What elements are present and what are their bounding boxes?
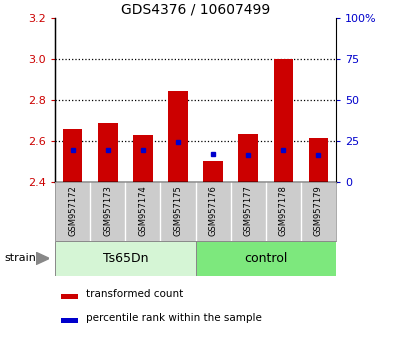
- Text: GSM957179: GSM957179: [314, 185, 323, 236]
- Text: GSM957177: GSM957177: [244, 185, 253, 236]
- Text: GSM957174: GSM957174: [138, 185, 147, 236]
- Text: transformed count: transformed count: [86, 289, 183, 299]
- Text: GSM957172: GSM957172: [68, 185, 77, 236]
- Bar: [196, 241, 336, 276]
- Bar: [61, 318, 78, 323]
- Text: GSM957178: GSM957178: [278, 185, 288, 236]
- Text: control: control: [244, 252, 287, 265]
- Text: GSM957173: GSM957173: [103, 185, 113, 236]
- Bar: [203, 161, 223, 182]
- Text: strain: strain: [4, 253, 36, 263]
- Bar: [98, 122, 118, 182]
- Bar: [63, 129, 83, 182]
- Bar: [61, 294, 78, 299]
- Polygon shape: [36, 252, 49, 265]
- Text: Ts65Dn: Ts65Dn: [103, 252, 148, 265]
- Bar: [55, 241, 196, 276]
- Bar: [133, 135, 152, 182]
- Text: percentile rank within the sample: percentile rank within the sample: [86, 313, 262, 323]
- Bar: [239, 134, 258, 182]
- Title: GDS4376 / 10607499: GDS4376 / 10607499: [121, 2, 270, 17]
- Bar: [308, 138, 328, 182]
- Bar: [273, 59, 293, 182]
- Text: GSM957176: GSM957176: [209, 185, 218, 236]
- Text: GSM957175: GSM957175: [173, 185, 182, 236]
- Bar: [168, 91, 188, 182]
